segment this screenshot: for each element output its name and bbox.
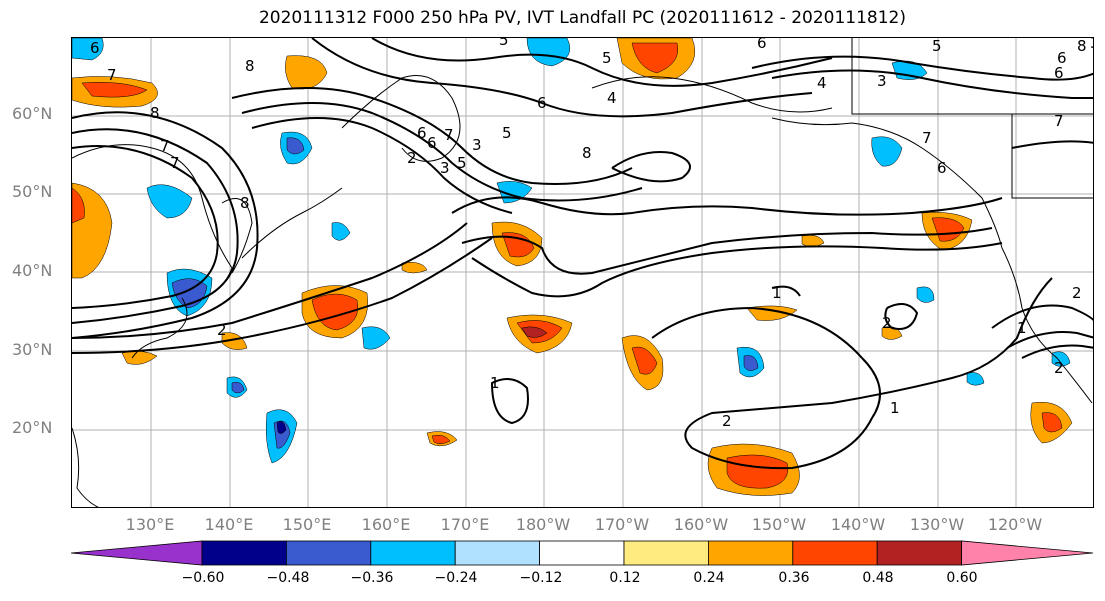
contour-label: 5 xyxy=(457,154,467,172)
contour-label: 6 xyxy=(90,39,100,57)
colorbar-segment xyxy=(370,540,456,566)
contour-label: 5 xyxy=(502,124,512,142)
lon-label: 120°W xyxy=(987,515,1043,534)
contour-label: 3 xyxy=(1090,38,1094,52)
colorbar-segment xyxy=(454,540,541,566)
contour-label: 7 xyxy=(444,126,454,144)
contour-label: 4 xyxy=(607,89,617,107)
lon-label: 140°W xyxy=(830,515,886,534)
colorbar-tick: −0.60 xyxy=(181,570,225,586)
colorbar-segment xyxy=(708,540,794,566)
colorbar-segment xyxy=(285,540,372,566)
lon-label: 180°W xyxy=(515,515,571,534)
contour-label: 8 xyxy=(240,194,250,212)
contour-label: 6 xyxy=(427,134,437,152)
contour-label: 6 xyxy=(537,94,547,112)
colorbar-segment xyxy=(539,540,625,566)
lat-label: 40°N xyxy=(12,261,53,280)
contour-label: 7 xyxy=(107,66,117,84)
contour-label: 8 xyxy=(1077,38,1087,55)
lon-label: 170°W xyxy=(594,515,650,534)
contour-label: 2 xyxy=(882,314,892,332)
contour-label: 6 xyxy=(1054,64,1064,82)
contour-label: 7 xyxy=(160,137,170,155)
lon-label: 150°W xyxy=(751,515,807,534)
contour-labels: 6 7 8 8 7 8 6 7 5 5 6 6 5 3 8 4 7 2 2 6 … xyxy=(90,38,1094,430)
chart-title: 2020111312 F000 250 hPa PV, IVT Landfall… xyxy=(258,8,906,28)
lat-label: 50°N xyxy=(12,182,53,201)
contour-label: 7 xyxy=(170,154,180,172)
contour-label: 2 xyxy=(217,321,227,339)
colorbar-tick: −0.24 xyxy=(434,570,478,586)
lon-label: 130°E xyxy=(125,515,175,534)
contour-label: 2 xyxy=(722,412,732,430)
pv-contours xyxy=(72,38,1093,470)
lon-label: 130°W xyxy=(909,515,965,534)
contour-label: 3 xyxy=(472,136,482,154)
lon-label: 140°E xyxy=(204,515,254,534)
contour-label: 7 xyxy=(922,129,932,147)
contour-label: 2 xyxy=(1072,284,1082,302)
contour-label: 3 xyxy=(440,159,450,177)
lat-label: 20°N xyxy=(12,418,53,437)
contour-label: 5 xyxy=(499,38,509,49)
colorbar-segment xyxy=(623,540,709,566)
contour-label: 5 xyxy=(932,38,942,55)
contour-label: 3 xyxy=(877,72,887,90)
contour-label: 1 xyxy=(490,374,500,392)
colorbar-segment xyxy=(792,540,878,566)
lon-label: 170°E xyxy=(440,515,490,534)
contour-label: 7 xyxy=(1054,112,1064,130)
colorbar-segment xyxy=(201,540,287,566)
colorbar-tick: 0.60 xyxy=(946,570,978,586)
contour-label: 8 xyxy=(150,104,160,122)
contour-label: 4 xyxy=(817,74,827,92)
contour-label: 2 xyxy=(407,149,417,167)
contour-label: 6 xyxy=(1057,49,1067,67)
contour-label: 1 xyxy=(772,284,782,302)
contour-label: 2 xyxy=(1054,359,1064,377)
colorbar xyxy=(70,540,1094,566)
colorbar-tick: −0.36 xyxy=(350,570,394,586)
lon-label: 160°W xyxy=(673,515,729,534)
contour-label: 6 xyxy=(757,38,767,52)
contour-label: 6 xyxy=(417,124,427,142)
contour-label: 1 xyxy=(1017,319,1027,337)
colorbar-extend-min xyxy=(70,540,203,566)
contour-label: 1 xyxy=(890,399,900,417)
contour-label: 5 xyxy=(602,49,612,67)
colorbar-segment xyxy=(876,540,963,566)
pv-shading xyxy=(72,38,1073,496)
lat-label: 30°N xyxy=(12,340,53,359)
lat-label: 60°N xyxy=(12,104,53,123)
colorbar-extend-max xyxy=(961,540,1094,566)
colorbar-tick: −0.12 xyxy=(519,570,563,586)
map-svg: 6 7 8 8 7 8 6 7 5 5 6 6 5 3 8 4 7 2 2 6 … xyxy=(72,38,1094,507)
contour-label: 8 xyxy=(582,144,592,162)
colorbar-tick: 0.36 xyxy=(778,570,810,586)
lon-label: 150°E xyxy=(282,515,332,534)
colorbar-tick: 0.48 xyxy=(862,570,894,586)
map-panel: 6 7 8 8 7 8 6 7 5 5 6 6 5 3 8 4 7 2 2 6 … xyxy=(71,37,1094,508)
graticule xyxy=(72,38,1093,507)
colorbar-tick: −0.48 xyxy=(266,570,310,586)
colorbar-tick: 0.24 xyxy=(693,570,725,586)
contour-label: 8 xyxy=(245,57,255,75)
contour-label: 6 xyxy=(937,159,947,177)
lon-label: 160°E xyxy=(361,515,411,534)
colorbar-tick: 0.12 xyxy=(609,570,641,586)
